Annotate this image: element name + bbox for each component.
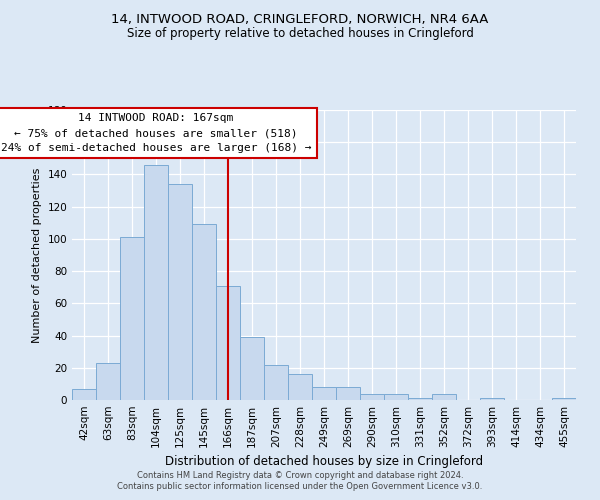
Bar	[312, 387, 336, 400]
Bar	[72, 388, 96, 400]
Bar	[432, 394, 456, 400]
Bar	[552, 398, 576, 400]
Bar	[120, 238, 144, 400]
Bar	[168, 184, 192, 400]
Bar	[480, 398, 504, 400]
Y-axis label: Number of detached properties: Number of detached properties	[32, 168, 42, 342]
Text: 14, INTWOOD ROAD, CRINGLEFORD, NORWICH, NR4 6AA: 14, INTWOOD ROAD, CRINGLEFORD, NORWICH, …	[112, 12, 488, 26]
Bar	[216, 286, 240, 400]
Text: Contains HM Land Registry data © Crown copyright and database right 2024.: Contains HM Land Registry data © Crown c…	[137, 471, 463, 480]
Bar	[240, 337, 264, 400]
Text: Contains public sector information licensed under the Open Government Licence v3: Contains public sector information licen…	[118, 482, 482, 491]
Bar	[336, 387, 360, 400]
Bar	[288, 374, 312, 400]
X-axis label: Distribution of detached houses by size in Cringleford: Distribution of detached houses by size …	[165, 456, 483, 468]
Bar	[384, 394, 408, 400]
Bar	[192, 224, 216, 400]
Bar	[264, 364, 288, 400]
Bar	[360, 394, 384, 400]
Text: Size of property relative to detached houses in Cringleford: Size of property relative to detached ho…	[127, 28, 473, 40]
Bar	[408, 398, 432, 400]
Bar	[96, 363, 120, 400]
Bar	[144, 165, 168, 400]
Text: 14 INTWOOD ROAD: 167sqm
← 75% of detached houses are smaller (518)
24% of semi-d: 14 INTWOOD ROAD: 167sqm ← 75% of detache…	[1, 113, 311, 153]
